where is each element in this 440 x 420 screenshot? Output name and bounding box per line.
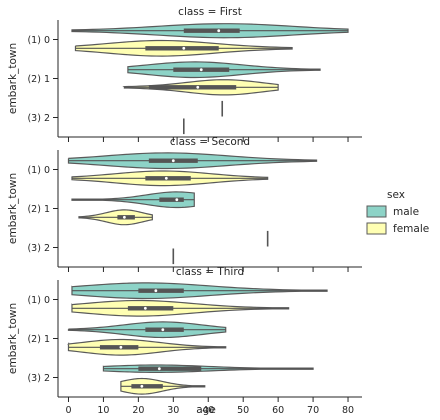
violin-female-32-median [140, 384, 144, 388]
y-axis-label-panel-3: embark_town [7, 303, 19, 374]
violin-male-21-median [199, 68, 203, 72]
panel-title: class = First [178, 6, 242, 18]
violin-male-21-iqr-box [145, 327, 184, 332]
x-axis-label: age [196, 404, 216, 416]
y-tick-label: (3) 2 [27, 243, 50, 254]
violin-male-10-median [171, 159, 175, 163]
legend-label-female: female [393, 223, 429, 235]
violin-female-10-median [164, 176, 168, 180]
violin-male-10-median [217, 29, 221, 33]
x-tick-label: 40 [202, 405, 214, 416]
violin-female-32-iqr-box [131, 384, 163, 389]
legend-swatch-male [366, 205, 387, 218]
x-tick-label: 0 [65, 405, 71, 416]
violin-female-21-median [196, 85, 200, 89]
violin-male-21-iqr-box [159, 197, 184, 202]
y-tick-label: (2) 1 [27, 204, 50, 215]
y-tick-label: (2) 1 [27, 74, 50, 85]
violin-male-32-median [157, 367, 161, 371]
x-tick-label: 30 [167, 405, 179, 416]
violin-female-10-iqr-box [145, 46, 219, 51]
y-tick-label: (1) 0 [27, 295, 50, 306]
legend-title: sex [387, 189, 405, 201]
panel-title: class = Second [170, 136, 250, 148]
violin-female-21-iqr-box [99, 345, 139, 350]
violin-female-10-iqr-box [127, 306, 174, 311]
x-tick-label: 20 [132, 405, 144, 416]
x-tick-label: 60 [272, 405, 284, 416]
y-tick-label: (1) 0 [27, 165, 50, 176]
violin-female-21-iqr-box [117, 215, 135, 220]
violin-male-10-iqr-box [183, 28, 240, 33]
y-tick-label: (1) 0 [27, 35, 50, 46]
violin-male-10-iqr-box [138, 288, 184, 293]
violin-female-21-iqr-box [148, 85, 237, 90]
violin-male-10-median [154, 289, 158, 293]
panel-2: class = Second (1) 0 (2) 1 (3) 2 [27, 136, 362, 272]
panel-title: class = Third [176, 266, 244, 278]
violin-female-21-median [122, 215, 126, 219]
panel-1: class = First (1) 0 (2) 1 (3) 2 [27, 6, 362, 142]
x-tick-label: 50 [237, 405, 249, 416]
legend: sex male female [366, 189, 429, 235]
y-axis-label-panel-1: embark_town [7, 43, 19, 114]
x-tick-label: 10 [97, 405, 109, 416]
violin-female-10-median [182, 46, 186, 50]
violin-male-21-median [161, 328, 165, 332]
x-tick-label: 70 [307, 405, 319, 416]
legend-swatch-female [366, 222, 387, 235]
x-tick-label: 80 [342, 405, 354, 416]
panel-3: class = Third (1) 0 (2) 1 (3) 2 0 10 20 30 40 50 6… [27, 266, 362, 416]
violin-female-10-iqr-box [145, 176, 191, 181]
legend-label-male: male [393, 206, 419, 218]
violin-female-10-median [143, 306, 147, 310]
violin-female-21-median [119, 345, 123, 349]
y-axis-label-panel-2: embark_town [7, 173, 19, 244]
y-tick-label: (2) 1 [27, 334, 50, 345]
violin-male-32-iqr-box [138, 366, 202, 371]
y-tick-label: (3) 2 [27, 113, 50, 124]
y-tick-label: (3) 2 [27, 373, 50, 384]
violin-male-21-median [175, 198, 179, 202]
